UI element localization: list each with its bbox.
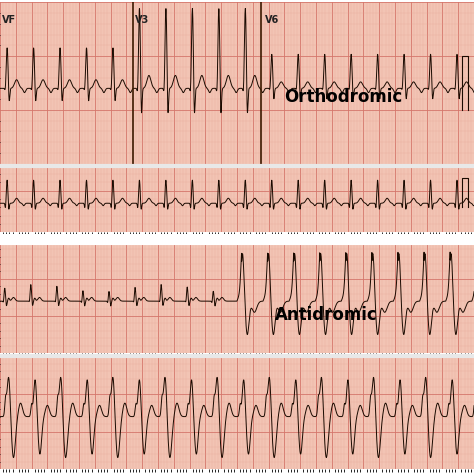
Text: Orthodromic: Orthodromic [284,88,402,106]
Text: V6: V6 [265,15,280,25]
Text: VF: VF [2,15,17,25]
Text: Antidromic: Antidromic [275,306,378,324]
Text: V3: V3 [135,15,149,25]
